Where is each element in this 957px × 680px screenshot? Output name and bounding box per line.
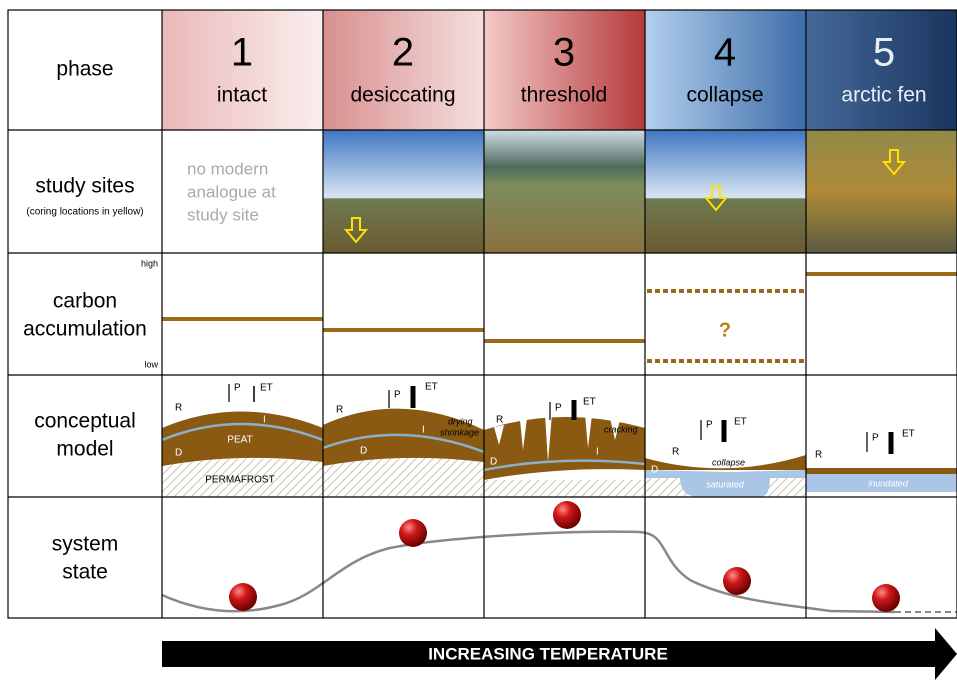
row-label: carbon — [53, 290, 117, 313]
label-p: P — [872, 433, 879, 444]
label-d: D — [360, 446, 367, 457]
label-d: D — [175, 448, 182, 459]
label-d: D — [490, 457, 497, 468]
phase-number: 1 — [231, 31, 253, 75]
state-ball — [723, 567, 751, 595]
phase-name: intact — [217, 84, 267, 107]
phase-bg — [806, 10, 957, 130]
state-ball — [399, 519, 427, 547]
permafrost — [484, 480, 645, 497]
label-r: R — [336, 405, 343, 416]
label-et: ET — [425, 382, 438, 393]
label-r: R — [175, 403, 182, 414]
label-p: P — [555, 403, 562, 414]
row-label: accumulation — [23, 318, 147, 341]
axis-high: high — [141, 258, 158, 268]
saturated-zone — [645, 470, 806, 478]
phase-number: 5 — [873, 31, 895, 75]
permafrost — [162, 458, 323, 497]
label-i: I — [596, 447, 599, 458]
label-r: R — [672, 447, 679, 458]
label-inundated: inundated — [868, 478, 909, 488]
grid-border — [7, 9, 957, 619]
label-p: P — [394, 390, 401, 401]
label-r: R — [496, 415, 503, 426]
label-p: P — [234, 383, 241, 394]
phase-number: 2 — [392, 31, 414, 75]
phase-name: collapse — [686, 84, 763, 107]
label-et: ET — [260, 383, 273, 394]
phase-name: arctic fen — [841, 84, 926, 107]
label-peat: PEAT — [227, 435, 252, 446]
phase-name: desiccating — [350, 84, 455, 107]
site-photo — [323, 130, 484, 253]
no-analogue: no modern — [187, 159, 268, 178]
model-labels: R P ET I D PEAT PERMAFROST R P ET I D dr… — [175, 382, 915, 490]
label-permafrost: PERMAFROST — [205, 475, 274, 486]
row-note: (coring locations in yellow) — [26, 207, 143, 218]
label-shrinkage: shrinkage — [440, 427, 479, 437]
temperature-arrow — [162, 628, 957, 680]
cracks — [494, 414, 620, 462]
label-et: ET — [902, 429, 915, 440]
flux-arrows — [228, 384, 894, 454]
no-analogue: analogue at — [187, 182, 276, 201]
state-ball — [872, 584, 900, 612]
label-r: R — [815, 450, 822, 461]
phase-bg — [484, 10, 645, 130]
label-collapse: collapse — [712, 457, 745, 467]
label-saturated: saturated — [706, 479, 745, 489]
site-photo — [806, 130, 957, 253]
phase-bg — [645, 10, 806, 130]
state-curve — [161, 530, 896, 614]
carbon-levels — [162, 272, 957, 363]
label-drying: drying — [448, 416, 473, 426]
phase-number: 3 — [553, 31, 575, 75]
row-label: study sites — [35, 175, 134, 198]
row-label: conceptual — [34, 410, 136, 433]
phase-name: threshold — [521, 84, 607, 107]
label-d: D — [651, 465, 658, 476]
label-cracking: cracking — [604, 424, 638, 434]
coring-arrow — [703, 185, 729, 212]
row-label: phase — [56, 58, 113, 81]
label-et: ET — [734, 417, 747, 428]
phase-bg — [162, 10, 323, 130]
axis-low: low — [144, 359, 158, 369]
label-i: I — [422, 425, 425, 436]
coring-arrow — [343, 217, 369, 244]
saturated-zone — [680, 478, 770, 497]
water-table — [483, 459, 646, 472]
permafrost — [323, 457, 484, 497]
no-analogue: study site — [187, 205, 259, 224]
label-p: P — [706, 420, 713, 431]
state-ball — [553, 501, 581, 529]
row-label: state — [62, 561, 108, 584]
phase-bg — [323, 10, 484, 130]
label-et: ET — [583, 397, 596, 408]
grid — [7, 9, 957, 619]
peat — [645, 455, 806, 470]
site-photo — [484, 130, 645, 253]
peat — [806, 468, 957, 474]
water-table — [161, 422, 324, 442]
unknown: ? — [719, 319, 731, 341]
label-i: I — [263, 415, 266, 426]
row-label: system — [52, 533, 119, 556]
footer-label: INCREASING TEMPERATURE — [428, 644, 668, 663]
row-label: model — [56, 438, 113, 461]
inundated-zone — [806, 474, 957, 492]
coring-arrow — [881, 149, 907, 176]
model-shapes — [161, 408, 957, 497]
peat — [323, 408, 484, 466]
site-photo — [645, 130, 806, 253]
phase-number: 4 — [714, 31, 736, 75]
water-table — [322, 433, 485, 454]
peat — [162, 411, 323, 466]
state-ball — [229, 583, 257, 611]
